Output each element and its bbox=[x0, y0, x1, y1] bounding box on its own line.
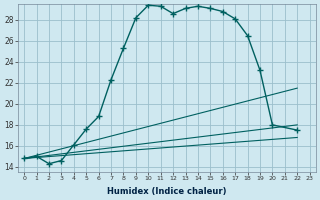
X-axis label: Humidex (Indice chaleur): Humidex (Indice chaleur) bbox=[107, 187, 227, 196]
